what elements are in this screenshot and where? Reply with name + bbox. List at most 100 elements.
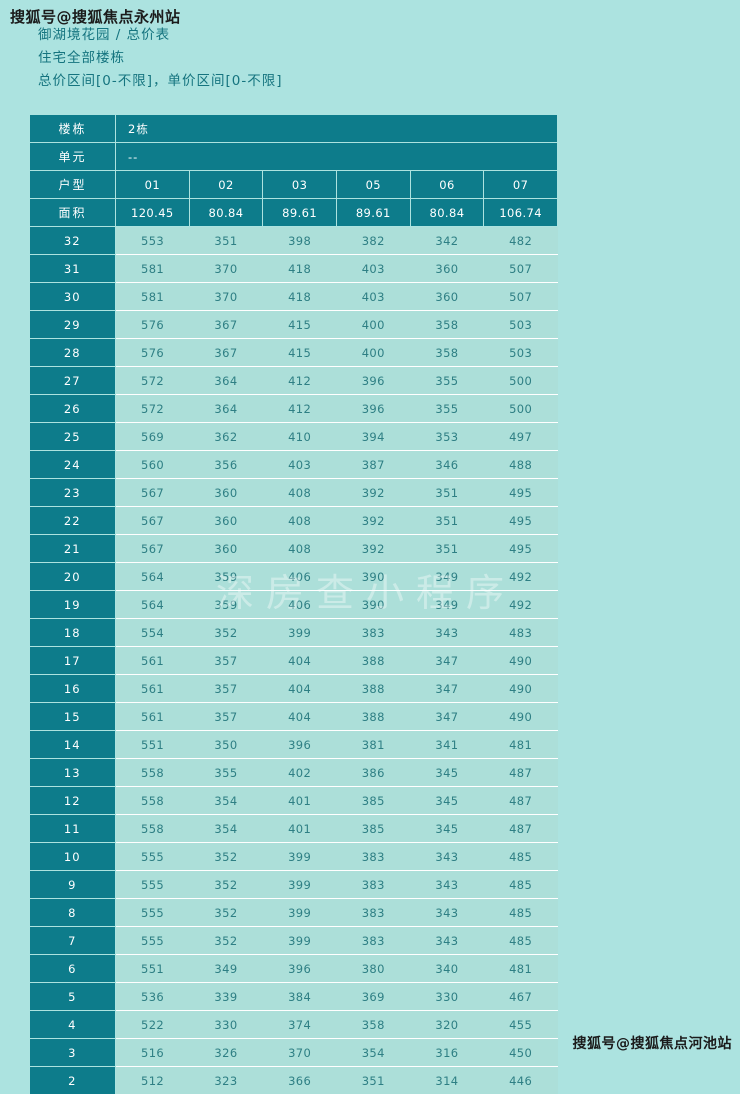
header-cell-area: 106.74 — [484, 199, 558, 227]
floor-label: 23 — [30, 479, 116, 507]
price-cell: 343 — [410, 619, 484, 647]
floor-label: 24 — [30, 451, 116, 479]
floor-label: 20 — [30, 563, 116, 591]
price-cell: 482 — [484, 227, 558, 255]
floor-label: 27 — [30, 367, 116, 395]
price-cell: 400 — [336, 339, 410, 367]
floor-label: 10 — [30, 843, 116, 871]
price-cell: 351 — [410, 535, 484, 563]
header-row-unit: 单元 -- — [30, 143, 558, 171]
price-cell: 387 — [336, 451, 410, 479]
price-cell: 567 — [116, 535, 190, 563]
price-cell: 357 — [189, 647, 263, 675]
price-cell: 358 — [410, 339, 484, 367]
price-cell: 406 — [263, 591, 337, 619]
price-cell: 330 — [410, 983, 484, 1011]
price-cell: 388 — [336, 703, 410, 731]
price-cell: 347 — [410, 703, 484, 731]
price-cell: 418 — [263, 283, 337, 311]
header-cell-area: 80.84 — [189, 199, 263, 227]
price-cell: 403 — [336, 255, 410, 283]
price-cell: 394 — [336, 423, 410, 451]
floor-label: 2 — [30, 1067, 116, 1094]
price-cell: 555 — [116, 871, 190, 899]
price-cell: 352 — [189, 843, 263, 871]
price-cell: 507 — [484, 283, 558, 311]
price-cell: 323 — [189, 1067, 263, 1094]
price-cell: 455 — [484, 1011, 558, 1039]
price-cell: 360 — [189, 535, 263, 563]
price-cell: 383 — [336, 927, 410, 955]
floor-label: 7 — [30, 927, 116, 955]
price-cell: 401 — [263, 787, 337, 815]
price-cell: 406 — [263, 563, 337, 591]
floor-label: 29 — [30, 311, 116, 339]
price-cell: 404 — [263, 703, 337, 731]
header-row-unit-type: 户型 01 02 03 05 06 07 — [30, 171, 558, 199]
floor-label: 9 — [30, 871, 116, 899]
price-cell: 351 — [410, 479, 484, 507]
price-cell: 349 — [410, 591, 484, 619]
price-cell: 490 — [484, 647, 558, 675]
floor-label: 14 — [30, 731, 116, 759]
price-cell: 507 — [484, 255, 558, 283]
price-cell: 555 — [116, 899, 190, 927]
price-cell: 403 — [336, 283, 410, 311]
price-cell: 399 — [263, 927, 337, 955]
watermark-bottom: 搜狐号@搜狐焦点河池站 — [573, 1033, 733, 1053]
price-cell: 347 — [410, 647, 484, 675]
price-cell: 366 — [263, 1067, 337, 1094]
price-cell: 554 — [116, 619, 190, 647]
price-cell: 450 — [484, 1039, 558, 1067]
price-cell: 403 — [263, 451, 337, 479]
header-cell-area: 89.61 — [336, 199, 410, 227]
header-cell-area: 80.84 — [410, 199, 484, 227]
price-cell: 359 — [189, 563, 263, 591]
price-cell: 314 — [410, 1067, 484, 1094]
floor-label: 12 — [30, 787, 116, 815]
price-cell: 385 — [336, 815, 410, 843]
header-label-building: 楼栋 — [30, 115, 116, 143]
price-cell: 358 — [410, 311, 484, 339]
price-cell: 500 — [484, 367, 558, 395]
price-cell: 388 — [336, 647, 410, 675]
price-cell: 355 — [410, 395, 484, 423]
price-cell: 369 — [336, 983, 410, 1011]
price-cell: 355 — [189, 759, 263, 787]
price-cell: 558 — [116, 759, 190, 787]
price-cell: 576 — [116, 339, 190, 367]
header-label-area: 面积 — [30, 199, 116, 227]
floor-label: 30 — [30, 283, 116, 311]
price-cell: 392 — [336, 507, 410, 535]
price-cell: 345 — [410, 759, 484, 787]
header-cell-unit-type: 06 — [410, 171, 484, 199]
price-cell: 383 — [336, 619, 410, 647]
price-cell: 581 — [116, 255, 190, 283]
price-cell: 364 — [189, 367, 263, 395]
price-cell: 408 — [263, 507, 337, 535]
price-cell: 497 — [484, 423, 558, 451]
price-cell: 396 — [263, 731, 337, 759]
price-cell: 558 — [116, 815, 190, 843]
price-cell: 551 — [116, 955, 190, 983]
price-cell: 412 — [263, 367, 337, 395]
price-cell: 404 — [263, 647, 337, 675]
price-cell: 320 — [410, 1011, 484, 1039]
price-cell: 399 — [263, 619, 337, 647]
price-cell: 487 — [484, 759, 558, 787]
price-cell: 364 — [189, 395, 263, 423]
price-cell: 316 — [410, 1039, 484, 1067]
